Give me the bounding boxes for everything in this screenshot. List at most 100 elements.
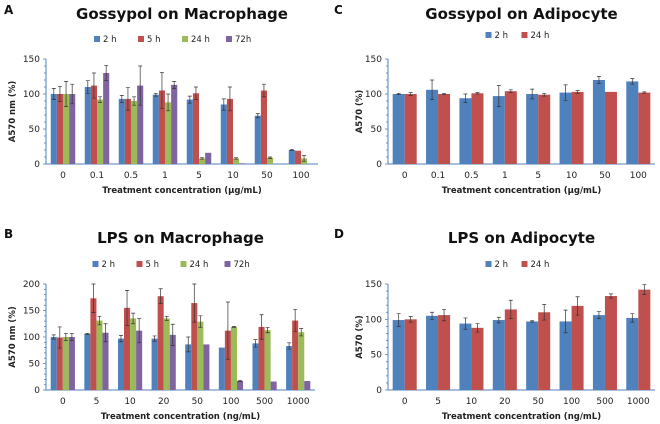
bar (136, 330, 143, 390)
error-bar (98, 96, 103, 103)
x-tick-label: 10 (227, 171, 239, 181)
legend-label: 72h (235, 35, 251, 45)
error-bar (238, 380, 243, 382)
chart-panel-d: D LPS on Adipocyte 2 h 24 h 0 50 100 150 0 5 10 20 5… (334, 227, 655, 422)
error-bar (131, 312, 136, 325)
error-bar (193, 86, 198, 100)
legend-swatch (92, 261, 99, 267)
y-axis-label: A570 (%) (355, 90, 365, 134)
error-bar (563, 309, 568, 334)
legend-swatch (94, 36, 100, 42)
error-bar (104, 64, 109, 82)
x-axis-label: Treatment concentration (ng/mL) (101, 412, 260, 422)
error-bar (642, 284, 647, 295)
legend-label: 5 h (147, 35, 161, 45)
bar (192, 93, 199, 164)
y-tick-label: 100 (23, 333, 40, 343)
legend-swatch (226, 36, 232, 42)
error-bar (125, 87, 130, 111)
bar (203, 344, 210, 390)
bar (288, 150, 295, 164)
error-bar (132, 96, 137, 106)
error-bar (563, 84, 568, 101)
panel-letter: C (334, 3, 343, 17)
bar (638, 92, 651, 164)
error-bar (253, 339, 258, 348)
error-bar (85, 332, 90, 335)
error-bar (508, 299, 513, 319)
x-tick-label: 1000 (627, 397, 650, 407)
error-bar (596, 76, 601, 84)
error-bar (530, 88, 535, 100)
bar (186, 99, 193, 164)
x-tick-label: 0.1 (90, 171, 104, 181)
y-tick-label: 100 (23, 90, 40, 100)
bar (571, 91, 584, 164)
bar (163, 318, 170, 390)
legend-label: 24 h (531, 260, 550, 270)
y-axis-label: A570 nm (%) (8, 81, 18, 143)
bar (459, 323, 472, 390)
error-bar (542, 304, 547, 321)
x-tick-label: 5 (435, 397, 441, 407)
bar (504, 309, 517, 390)
bar (226, 98, 233, 164)
bar (392, 94, 405, 164)
bar (152, 94, 159, 164)
error-bar (608, 293, 613, 299)
x-tick-label: 0 (402, 171, 408, 181)
bar (197, 321, 204, 390)
y-tick-label: 150 (365, 55, 382, 65)
bar (392, 320, 405, 390)
x-tick-label: 100 (630, 171, 647, 181)
bar (68, 337, 75, 390)
error-bar (234, 157, 239, 160)
legend-swatch (136, 261, 143, 267)
chart-title: Gossypol on Adipocyte (425, 5, 617, 23)
bar (185, 344, 192, 390)
x-tick-label: 500 (596, 397, 613, 407)
error-bar (430, 311, 435, 320)
legend-swatch (180, 261, 187, 267)
error-bar (70, 83, 75, 105)
y-tick-label: 100 (365, 315, 382, 325)
bar (69, 94, 76, 164)
x-tick-label: 5 (535, 171, 541, 181)
x-tick-label: 20 (499, 397, 511, 407)
error-bar (575, 296, 580, 316)
bar (404, 319, 417, 390)
bar (258, 326, 265, 390)
bar (137, 85, 144, 164)
error-bar (159, 71, 164, 110)
y-tick-label: 150 (23, 307, 40, 317)
x-tick-label: 10 (124, 397, 136, 407)
error-bar (408, 92, 413, 96)
error-bar (152, 335, 157, 342)
bar (438, 315, 451, 390)
bar (236, 380, 244, 390)
panel-letter: D (334, 227, 344, 241)
bar (56, 337, 63, 390)
panel-letter: B (4, 227, 13, 241)
error-bar (172, 81, 177, 89)
error-bar (596, 311, 601, 319)
error-bar (198, 315, 203, 328)
bar (426, 89, 439, 164)
error-bar (542, 92, 547, 97)
bar (492, 320, 505, 390)
legend-swatch (521, 32, 528, 38)
y-tick-label: 200 (23, 280, 40, 290)
bar (538, 312, 551, 390)
bar (130, 318, 137, 390)
error-bar (63, 332, 68, 342)
bar (224, 330, 231, 390)
legend-label: 2 h (495, 260, 509, 270)
error-bar (187, 95, 192, 104)
error-bar (119, 95, 124, 103)
error-bar (164, 315, 169, 321)
bar (270, 381, 277, 390)
error-bar (642, 91, 647, 94)
error-bar (186, 336, 191, 353)
error-bar (57, 85, 62, 103)
